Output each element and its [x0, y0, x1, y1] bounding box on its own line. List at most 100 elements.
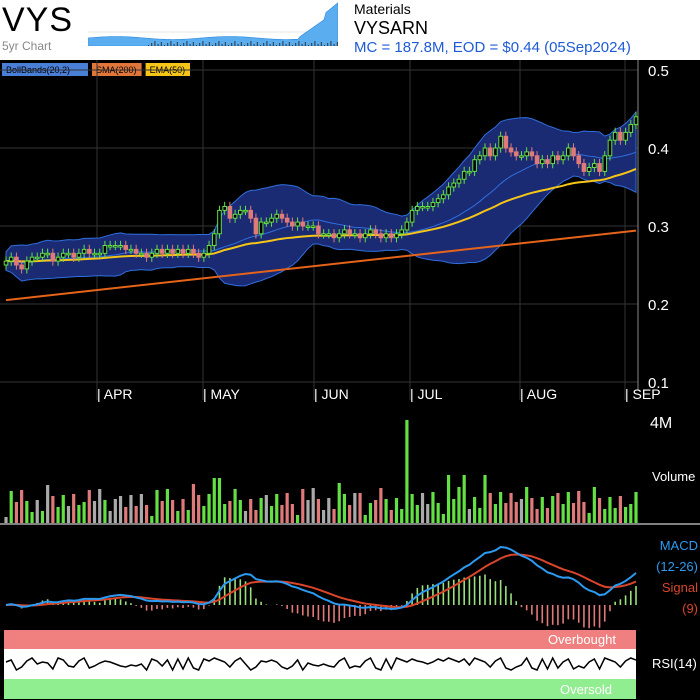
candle-body — [357, 233, 363, 239]
volume-bar — [264, 495, 268, 523]
candle-body — [519, 155, 524, 158]
candle-body — [362, 233, 368, 239]
spark-volume-bar — [320, 42, 322, 46]
candle-body — [352, 233, 358, 236]
volume-bar — [436, 503, 440, 523]
sector-label: Materials — [354, 1, 411, 17]
spark-volume-bar — [253, 44, 255, 46]
volume-bar — [582, 502, 586, 523]
volume-bar — [243, 511, 248, 523]
candle-body — [170, 248, 175, 254]
candle-body — [206, 245, 212, 254]
volume-bar — [467, 509, 471, 523]
candle-body — [149, 252, 155, 258]
candle-body — [508, 147, 514, 153]
volume-bar — [420, 493, 425, 523]
candle-body — [482, 147, 488, 157]
volume-bar — [353, 493, 357, 523]
y-tick-label: 0.3 — [648, 219, 669, 236]
volume-bar — [20, 490, 24, 523]
volume-bar — [233, 489, 237, 523]
volume-bar — [285, 493, 289, 523]
volume-bar — [441, 514, 445, 523]
candle-body — [14, 256, 19, 266]
volume-bar — [556, 493, 560, 523]
volume-bar — [384, 499, 388, 523]
volume-bar — [30, 512, 34, 523]
volume-bar — [415, 505, 419, 523]
spark-volume-bar — [336, 42, 338, 46]
spark-volume-bar — [189, 44, 191, 46]
y-tick-label: 0.4 — [648, 141, 669, 158]
spark-volume-bar — [295, 43, 297, 46]
candle-body — [295, 221, 300, 227]
volume-bar — [472, 497, 477, 523]
candle-body — [305, 225, 311, 228]
volume-bar — [14, 502, 19, 523]
spark-volume-bar — [298, 41, 300, 46]
signal-params: (9) — [682, 601, 698, 616]
candle-body — [139, 252, 144, 256]
spark-volume-bar — [240, 42, 242, 46]
rsi-neutral-zone — [4, 649, 636, 679]
volume-bar — [348, 505, 352, 523]
spark-volume-bar — [276, 45, 277, 46]
volume-bar — [202, 506, 206, 523]
spark-volume-bar — [282, 41, 284, 46]
overbought-label: Overbought — [548, 632, 616, 647]
volume-bar — [488, 493, 492, 523]
candle-body — [55, 256, 61, 262]
volume-bar — [337, 483, 341, 523]
volume-bar — [134, 506, 138, 523]
volume-bar — [446, 475, 451, 523]
candle-body — [290, 221, 295, 227]
spark-volume-bar — [304, 42, 306, 46]
spark-volume-bar — [192, 42, 194, 46]
candle-body — [545, 159, 550, 165]
volume-bar — [56, 507, 60, 523]
volume-bar — [379, 488, 383, 523]
volume-bar — [249, 499, 253, 523]
volume-bar — [530, 498, 534, 523]
volume-bar — [207, 494, 211, 523]
volume-bar — [363, 515, 367, 523]
volume-bar — [499, 492, 503, 523]
candle-body — [336, 233, 342, 239]
candle-body — [185, 248, 191, 254]
candle-body — [264, 221, 269, 225]
volume-bar — [316, 499, 320, 523]
candle-body — [623, 131, 628, 141]
spark-volume-bar — [224, 42, 226, 46]
candle-body — [19, 264, 24, 270]
candle-body — [524, 151, 529, 157]
volume-bar — [259, 498, 263, 523]
candle-body — [633, 116, 639, 126]
volume-bar — [129, 495, 133, 523]
volume-bar — [217, 478, 222, 523]
spark-volume-bar — [164, 45, 165, 46]
macd-params: (12-26) — [656, 559, 698, 574]
candle-body — [8, 256, 14, 262]
candle-body — [50, 252, 56, 262]
volume-bar — [92, 501, 97, 523]
spark-volume-bar — [311, 43, 313, 46]
candle-body — [284, 217, 290, 223]
volume-bar — [577, 491, 581, 523]
volume-bar — [483, 475, 487, 523]
volume-bar — [410, 494, 414, 523]
candle-body — [451, 182, 457, 188]
spark-volume-bar — [167, 43, 169, 46]
candle-body — [180, 248, 186, 254]
spark-volume-bar — [333, 44, 335, 46]
volume-bar — [629, 504, 633, 523]
company-name: VYSARN — [354, 18, 429, 38]
volume-bar — [238, 500, 242, 523]
volume-bar — [551, 496, 555, 523]
spark-volume-bar — [247, 43, 249, 46]
spark-volume-bar — [292, 45, 293, 46]
candle-body — [612, 131, 618, 141]
volume-bar — [457, 487, 461, 523]
spark-volume-bar — [260, 45, 261, 46]
volume-bar — [509, 493, 513, 523]
candle-body — [446, 186, 451, 196]
